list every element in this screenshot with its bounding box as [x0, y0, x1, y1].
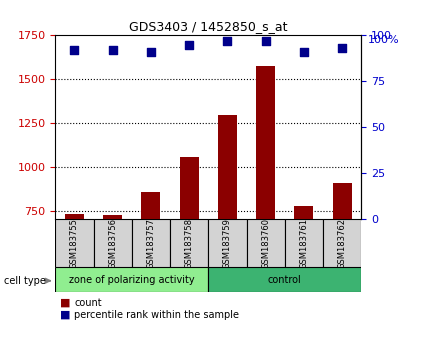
Point: [109, 47, 116, 53]
Text: GSM183756: GSM183756: [108, 218, 117, 269]
Bar: [323, 219, 361, 267]
Point: [300, 49, 307, 55]
Text: ■: ■: [60, 310, 70, 320]
Bar: [246, 219, 285, 267]
Bar: [332, 183, 351, 342]
Point: [147, 49, 154, 55]
Bar: [132, 219, 170, 267]
Text: control: control: [268, 275, 302, 285]
Bar: [65, 214, 84, 342]
Text: cell type: cell type: [4, 276, 46, 286]
Text: 100%: 100%: [368, 35, 400, 45]
Bar: [141, 192, 160, 342]
Text: ■: ■: [60, 298, 70, 308]
Bar: [294, 206, 313, 342]
Bar: [55, 267, 208, 292]
Bar: [55, 219, 94, 267]
Text: GSM183758: GSM183758: [184, 218, 194, 269]
Point: [262, 38, 269, 44]
Point: [186, 42, 193, 47]
Bar: [94, 219, 132, 267]
Bar: [285, 219, 323, 267]
Bar: [179, 157, 198, 342]
Bar: [170, 219, 208, 267]
Point: [71, 47, 78, 53]
Text: GSM183757: GSM183757: [146, 218, 156, 269]
Text: GSM183762: GSM183762: [337, 218, 347, 269]
Point: [339, 45, 346, 51]
Text: GSM183761: GSM183761: [299, 218, 309, 269]
Bar: [103, 215, 122, 342]
Text: zone of polarizing activity: zone of polarizing activity: [69, 275, 195, 285]
Text: GSM183755: GSM183755: [70, 218, 79, 269]
Text: percentile rank within the sample: percentile rank within the sample: [74, 310, 239, 320]
Bar: [208, 219, 246, 267]
Bar: [208, 267, 361, 292]
Text: GSM183759: GSM183759: [223, 218, 232, 269]
Bar: [256, 66, 275, 342]
Title: GDS3403 / 1452850_s_at: GDS3403 / 1452850_s_at: [129, 20, 287, 33]
Text: GSM183760: GSM183760: [261, 218, 270, 269]
Point: [224, 38, 231, 44]
Bar: [218, 115, 237, 342]
Text: count: count: [74, 298, 102, 308]
